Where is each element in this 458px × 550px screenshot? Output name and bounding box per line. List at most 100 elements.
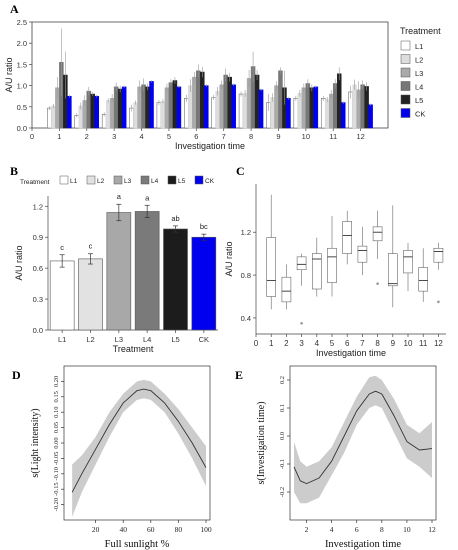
x-tick-label: 2 — [284, 339, 289, 348]
significance-letter: ab — [171, 214, 179, 223]
x-tick-label: 4 — [315, 339, 320, 348]
bar — [223, 74, 228, 129]
bar — [364, 86, 369, 129]
panel-a: 0.00.51.01.52.02.50 1 2 3 4 5 6 7 8 9 10 11 12Invest… — [4, 18, 441, 151]
y-tick-label: 0.20 — [53, 376, 60, 387]
x-tick-label: 9 — [391, 339, 396, 348]
y-tick-label: -0.1 — [279, 459, 286, 469]
x-tick-label: 2 — [305, 525, 309, 534]
y-tick-label: -0.10 — [53, 467, 60, 481]
bar — [133, 102, 138, 129]
panel-label-a: A — [10, 2, 19, 16]
x-tick-label: 12 — [434, 339, 443, 348]
y-tick-label: 1.0 — [17, 82, 27, 91]
y-tick-label: -0.05 — [53, 452, 60, 466]
bar — [67, 95, 72, 129]
bar — [176, 86, 182, 129]
bar — [278, 70, 283, 129]
y-tick-label: -0.20 — [53, 498, 60, 512]
legend-swatch — [86, 175, 96, 185]
bar — [352, 84, 357, 129]
box — [372, 226, 383, 242]
x-tick-label: 7 — [222, 132, 226, 141]
box — [266, 237, 277, 297]
significance-letter: c — [60, 243, 64, 252]
x-tick-label: 1 — [57, 132, 61, 141]
x-tick-label: 11 — [329, 132, 337, 141]
bar — [90, 93, 96, 129]
legend-label: L4 — [151, 178, 159, 185]
bar — [328, 93, 334, 129]
bar — [94, 95, 100, 129]
y-tick-label: 1.2 — [241, 228, 251, 237]
x-tick-label: 6 — [194, 132, 198, 141]
bar — [336, 73, 342, 129]
x-tick-label: L1 — [58, 335, 66, 344]
bar — [340, 102, 346, 129]
bar — [49, 260, 75, 331]
x-tick-label: 40 — [119, 525, 127, 534]
legend-label: L3 — [124, 178, 132, 185]
bar — [293, 98, 299, 129]
x-tick-label: 8 — [375, 339, 380, 348]
confidence-band — [294, 375, 432, 504]
x-axis-title: Treatment — [113, 344, 154, 354]
panel-label-d: D — [12, 368, 21, 382]
legend-swatch — [167, 175, 177, 185]
y-tick-label: 0.15 — [53, 391, 60, 402]
y-tick-label: 1.5 — [17, 60, 27, 69]
x-tick-label: 20 — [92, 525, 100, 534]
y-tick-label: 0.5 — [17, 103, 27, 112]
box — [403, 250, 413, 274]
legend-label: L1 — [70, 178, 78, 185]
bar — [117, 88, 123, 129]
bar — [301, 87, 307, 129]
legend-label: L2 — [97, 178, 105, 185]
x-tick-label: 7 — [360, 339, 365, 348]
x-tick-label: 0 — [30, 132, 34, 141]
legend-label: CK — [205, 178, 215, 185]
bar — [320, 98, 326, 129]
x-tick-label: 100 — [200, 525, 212, 534]
x-tick-label: 10 — [404, 339, 413, 348]
y-tick-label: 0.0 — [17, 124, 27, 133]
bar — [160, 101, 166, 129]
outlier-point — [300, 321, 303, 325]
bar — [200, 71, 205, 129]
bar — [121, 86, 127, 129]
bar — [297, 92, 303, 129]
bar — [196, 70, 201, 129]
bar — [204, 85, 209, 129]
x-tick-label: CK — [199, 335, 209, 344]
legend-swatch — [140, 175, 150, 185]
bar — [313, 86, 319, 129]
bar — [309, 87, 315, 129]
y-tick-label: 0.1 — [279, 404, 286, 412]
x-tick-label: 1 — [269, 339, 274, 348]
y-tick-label: 0.00 — [53, 437, 60, 448]
x-tick-label: 2 — [85, 132, 89, 141]
legend-title: Treatment — [20, 179, 50, 186]
bar — [368, 104, 373, 129]
bar — [258, 89, 264, 129]
bar — [172, 80, 178, 129]
bar — [215, 90, 220, 129]
box — [418, 267, 429, 292]
legend-swatch — [194, 175, 204, 185]
x-tick-label: 8 — [249, 132, 253, 141]
x-tick-label: 3 — [112, 132, 116, 141]
bar — [274, 85, 279, 129]
panel-label-b: B — [10, 164, 18, 178]
bar — [332, 83, 338, 129]
legend-swatch — [113, 175, 123, 185]
bar — [360, 84, 365, 129]
significance-letter: c — [89, 242, 93, 251]
y-axis-title: s(Investigation time) — [256, 401, 267, 484]
y-tick-label: 0.2 — [279, 376, 286, 384]
legend-label: L1 — [415, 42, 423, 51]
y-tick-label: 0.3 — [33, 295, 43, 304]
box — [311, 253, 322, 290]
bar — [231, 84, 236, 129]
